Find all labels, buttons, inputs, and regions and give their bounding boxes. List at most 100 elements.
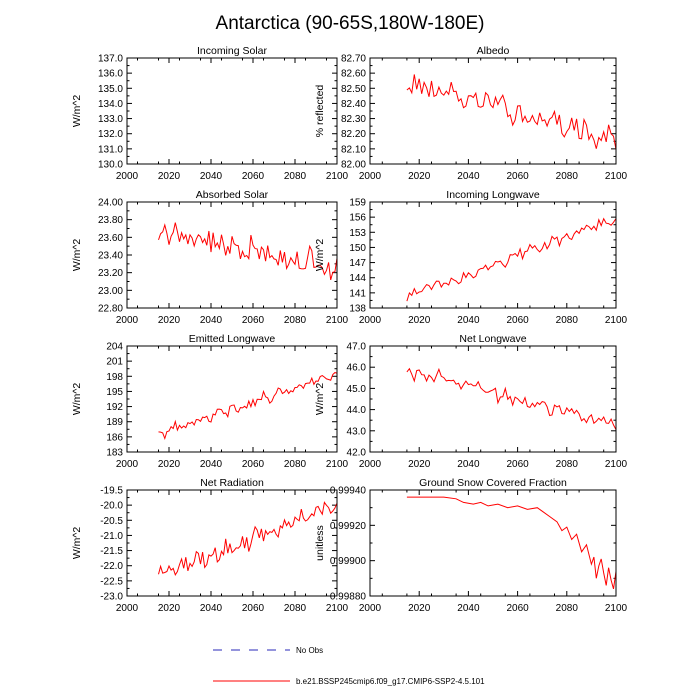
chart-panel: Incoming Longwave W/m^2 2000 2020 2040 2060 20… (314, 189, 628, 326)
series-line (158, 501, 338, 576)
x-tick-label: 2040 (200, 459, 223, 470)
x-tick-label: 2060 (506, 171, 529, 182)
plot-frame (126, 489, 338, 597)
series-line (406, 496, 617, 590)
x-tick-label: 2080 (556, 315, 579, 326)
y-tick-label: 45.0 (347, 384, 367, 395)
x-tick-label: 2020 (158, 603, 181, 614)
y-tick-label: 0.99940 (330, 486, 367, 497)
chart-panel: Net Radiation W/m^2 2000 2020 2040 2060 2080 21… (71, 477, 349, 614)
y-tick-label: 133.0 (98, 114, 123, 125)
y-tick-label: 138 (349, 304, 366, 315)
x-tick-label: 2060 (242, 315, 265, 326)
y-tick-label: 23.80 (98, 215, 123, 226)
plot-frame (369, 489, 617, 597)
y-tick-label: 82.10 (341, 144, 366, 155)
x-tick-label: 2020 (158, 459, 181, 470)
y-tick-label: -21.0 (100, 531, 123, 542)
y-tick-label: 189 (106, 417, 123, 428)
y-tick-label: -20.0 (100, 501, 123, 512)
x-tick-label: 2080 (556, 459, 579, 470)
x-tick-label: 2020 (158, 171, 181, 182)
x-tick-label: 2060 (242, 171, 265, 182)
chart-title: Net Longwave (459, 333, 526, 345)
x-tick-label: 2000 (359, 171, 382, 182)
y-tick-label: 44.0 (347, 405, 367, 416)
y-tick-label: 0.99920 (330, 521, 367, 532)
x-tick-label: 2100 (326, 315, 349, 326)
y-tick-label: 82.00 (341, 160, 366, 171)
y-tick-label: 150 (349, 243, 366, 254)
x-tick-label: 2000 (116, 315, 139, 326)
y-tick-label: -22.0 (100, 561, 123, 572)
y-tick-label: 159 (349, 198, 366, 209)
x-tick-label: 2060 (242, 603, 265, 614)
x-tick-label: 2000 (359, 603, 382, 614)
legend-model-label: b.e21.BSSP245cmip6.f09_g17.CMIP6-SSP2-4.… (296, 677, 485, 686)
y-tick-label: 82.20 (341, 129, 366, 140)
y-tick-label: 192 (106, 402, 123, 413)
y-tick-label: -23.0 (100, 592, 123, 603)
y-tick-label: 132.0 (98, 129, 123, 140)
x-tick-label: 2020 (408, 603, 431, 614)
y-tick-label: 82.60 (341, 69, 366, 80)
x-tick-label: 2080 (284, 459, 307, 470)
y-tick-label: 42.0 (347, 448, 367, 459)
y-tick-label: 201 (106, 357, 123, 368)
x-tick-label: 2080 (556, 603, 579, 614)
y-tick-label: 156 (349, 213, 366, 224)
y-tick-label: 0.99880 (330, 592, 367, 603)
y-tick-label: 153 (349, 228, 366, 239)
x-tick-label: 2080 (284, 171, 307, 182)
panels-group: Incoming Solar W/m^2 2000 2020 2040 2060 2080 2… (71, 45, 628, 614)
series-line (406, 217, 617, 302)
x-tick-label: 2060 (242, 459, 265, 470)
x-tick-label: 2020 (158, 315, 181, 326)
y-tick-label: 23.40 (98, 251, 123, 262)
y-tick-label: 134.0 (98, 99, 123, 110)
chart-title: Incoming Longwave (446, 189, 540, 201)
series-line (158, 372, 338, 441)
x-tick-label: 2080 (284, 603, 307, 614)
x-tick-label: 2040 (457, 315, 480, 326)
chart-title: Ground Snow Covered Fraction (419, 477, 567, 489)
legend-obs-label: No Obs (296, 646, 323, 655)
y-tick-label: 43.0 (347, 426, 367, 437)
plot-frame (126, 57, 338, 165)
legend: No Obs b.e21.BSSP245cmip6.f09_g17.CMIP6-… (213, 646, 485, 686)
x-tick-label: 2100 (605, 603, 628, 614)
x-tick-label: 2100 (605, 171, 628, 182)
chart-title: Incoming Solar (197, 45, 268, 57)
y-tick-label: 183 (106, 448, 123, 459)
y-axis-label: W/m^2 (314, 239, 326, 272)
y-axis-label: W/m^2 (71, 95, 83, 128)
y-axis-label: W/m^2 (314, 383, 326, 416)
y-tick-label: 23.20 (98, 268, 123, 279)
y-tick-label: -20.5 (100, 516, 123, 527)
chart-title: Emitted Longwave (189, 333, 276, 345)
x-tick-label: 2040 (200, 603, 223, 614)
y-tick-label: 46.0 (347, 363, 367, 374)
y-axis-label: W/m^2 (71, 383, 83, 416)
y-axis-label: W/m^2 (71, 239, 83, 272)
y-tick-label: 204 (106, 342, 123, 353)
y-tick-label: 82.50 (341, 84, 366, 95)
x-tick-label: 2060 (506, 459, 529, 470)
chart-panel: Emitted Longwave W/m^2 2000 2020 2040 2060 208… (71, 333, 349, 470)
y-tick-label: 23.60 (98, 233, 123, 244)
chart-title: Net Radiation (200, 477, 264, 489)
x-tick-label: 2080 (556, 171, 579, 182)
y-tick-label: 24.00 (98, 198, 123, 209)
y-tick-label: -21.5 (100, 546, 123, 557)
x-tick-label: 2000 (116, 603, 139, 614)
x-tick-label: 2040 (457, 171, 480, 182)
chart-panel: Ground Snow Covered Fraction unitless 2000… (314, 477, 628, 614)
y-tick-label: 135.0 (98, 84, 123, 95)
y-tick-label: 23.00 (98, 286, 123, 297)
y-tick-label: 82.30 (341, 114, 366, 125)
x-tick-label: 2040 (457, 459, 480, 470)
x-tick-label: 2080 (284, 315, 307, 326)
chart-panel: Incoming Solar W/m^2 2000 2020 2040 2060 2080 2… (71, 45, 349, 182)
y-tick-label: 141 (349, 288, 366, 299)
